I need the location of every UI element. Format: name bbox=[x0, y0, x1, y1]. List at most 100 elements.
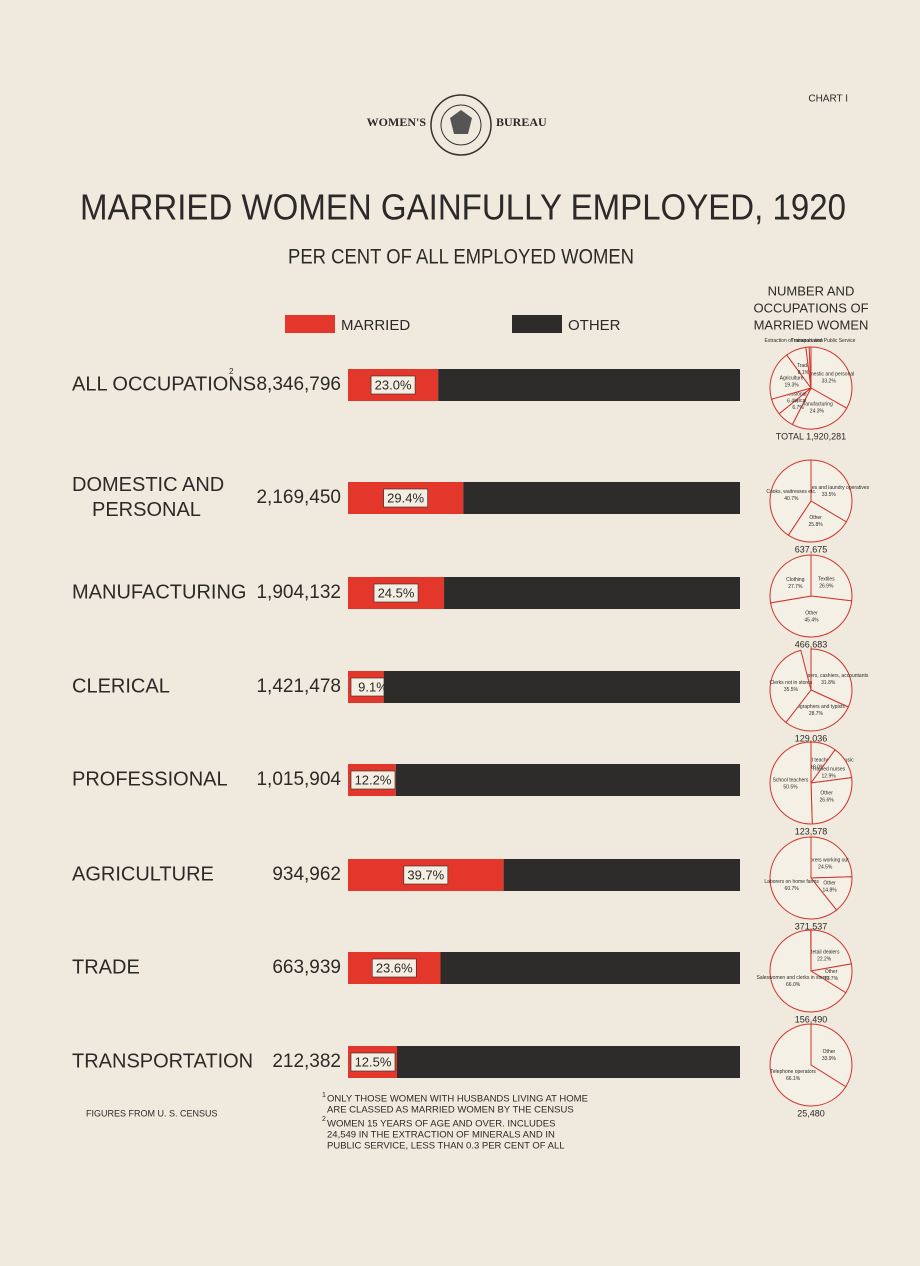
pie-slice-name: Professional bbox=[779, 392, 807, 398]
value-label: 9.1% bbox=[358, 679, 388, 694]
pie-slice bbox=[769, 554, 812, 604]
pie-slice-label: Clerical 6.7% bbox=[790, 398, 807, 411]
category-label: DOMESTIC AND PERSONAL bbox=[72, 474, 224, 521]
category-label: MANUFACTURING bbox=[72, 581, 246, 603]
pie-slice-label: Textiles 26.9% bbox=[818, 577, 835, 590]
seal-inner bbox=[440, 104, 482, 146]
header-left: WOMEN'S bbox=[367, 115, 427, 129]
pie-slice-value: 24.5% bbox=[818, 865, 833, 871]
legend-swatch bbox=[512, 315, 562, 333]
chart-subtitle: PER CENT OF ALL EMPLOYED WOMEN bbox=[288, 246, 634, 269]
pie-slice bbox=[769, 741, 813, 825]
footnote: ONLY THOSE WOMEN WITH HUSBANDS LIVING AT… bbox=[327, 1094, 588, 1105]
pie-slice-name: Cooks, waitresses etc. bbox=[766, 489, 816, 495]
footnote: PUBLIC SERVICE, LESS THAN 0.3 PER CENT O… bbox=[327, 1141, 565, 1152]
footnote: 24,549 IN THE EXTRACTION OF MINERALS AND… bbox=[327, 1130, 555, 1141]
pie-slice-label: Agriculture 19.3% bbox=[780, 376, 804, 389]
pie-slice-name: Musicians and teachers of music bbox=[781, 758, 854, 764]
value-label: 12.2% bbox=[355, 772, 392, 787]
pie-slice-value: 50.5% bbox=[783, 785, 798, 791]
source: FIGURES FROM U. S. CENSUS bbox=[86, 1108, 218, 1118]
pie-slice-name: Other bbox=[820, 791, 833, 797]
pie-slice bbox=[769, 1023, 847, 1107]
pie-slice bbox=[769, 929, 847, 1013]
pie-slice-name: Other bbox=[825, 969, 838, 975]
pie-column-title: MARRIED WOMEN bbox=[754, 317, 869, 332]
header-right: BUREAU bbox=[496, 115, 547, 129]
pie-slice-name: Agriculture bbox=[780, 376, 804, 382]
pie-slice bbox=[810, 836, 853, 879]
pie-slice-label: Trained nurses 12.9% bbox=[812, 767, 846, 780]
pie-slice-label: School teachers 50.5% bbox=[773, 778, 809, 791]
pie-slice-value: 25.8% bbox=[809, 522, 824, 528]
employed-women: 2,169,450 bbox=[256, 487, 341, 508]
pie-slice-value: 26.6% bbox=[820, 798, 835, 804]
employed-women: 8,346,796 bbox=[256, 374, 341, 395]
pie-slice-name: Transportation bbox=[791, 338, 823, 344]
pie-slice-label: Retail dealers 22.2% bbox=[809, 950, 840, 963]
pie-slice-value: 28.7% bbox=[809, 711, 824, 717]
employed-women: 663,939 bbox=[272, 957, 341, 978]
pie-slice-label: Laborers on home farms 60.7% bbox=[764, 879, 819, 892]
pie-column-title: NUMBER AND bbox=[768, 283, 855, 298]
pie-slice bbox=[810, 929, 852, 972]
footnote-mark: 2 bbox=[322, 1116, 326, 1123]
pie-slice-name: Stenographers and typists bbox=[787, 704, 846, 710]
pie-slice-name: Domestic and personal bbox=[803, 372, 854, 378]
pie-slice-value: 66.0% bbox=[786, 982, 801, 988]
pie-slice-name: School teachers bbox=[773, 778, 809, 784]
seal bbox=[430, 94, 492, 156]
employed-women: 212,382 bbox=[272, 1051, 341, 1072]
value-label-box bbox=[370, 375, 416, 395]
pie-total: 129,036 bbox=[795, 733, 828, 743]
pie-slice-value: 66.1% bbox=[786, 1076, 801, 1082]
employed-women: 1,904,132 bbox=[256, 582, 341, 603]
legend-swatch bbox=[285, 315, 335, 333]
pie-slice-value: 40.7% bbox=[784, 496, 799, 502]
pie-slice-name: Laborers working out bbox=[802, 858, 849, 864]
pie-slice-name: Clerical bbox=[790, 398, 807, 404]
pie-slice-label: Bookkeepers, cashiers, accountants 31.8% bbox=[788, 673, 869, 686]
pie-slice-value: 12.9% bbox=[822, 774, 837, 780]
employed-women: 1,015,904 bbox=[256, 769, 341, 790]
bar-segment bbox=[444, 577, 740, 609]
pie-slice-value: 35.5% bbox=[784, 687, 799, 693]
value-label-box bbox=[403, 865, 449, 885]
pie-slice-value: 22.2% bbox=[817, 957, 832, 963]
pie-slice-name: Trade bbox=[797, 363, 810, 369]
pie-slice-value: 26.9% bbox=[819, 584, 834, 590]
bar-segment bbox=[440, 952, 740, 984]
value-label: 12.5% bbox=[355, 1054, 392, 1069]
pie-slice bbox=[769, 649, 812, 724]
category-label: TRADE bbox=[72, 956, 140, 978]
chart-number: CHART I bbox=[808, 94, 848, 105]
pie-slice-name: Laundresses and laundry operatives bbox=[789, 485, 870, 491]
value-label: 23.0% bbox=[375, 377, 412, 392]
category-label: AGRICULTURE bbox=[72, 863, 214, 885]
footnote: WOMEN 15 YEARS OF AGE AND OVER. INCLUDES bbox=[327, 1119, 555, 1130]
category-label: PROFESSIONAL bbox=[72, 768, 228, 790]
pie-slice-label: Other 33.9% bbox=[822, 1049, 837, 1062]
pie-total: 637,675 bbox=[795, 544, 828, 554]
pie-slice-value: 33.5% bbox=[822, 492, 837, 498]
footnote: ARE CLASSED AS MARRIED WOMEN BY THE CENS… bbox=[327, 1105, 574, 1116]
pie-slice-name: Retail dealers bbox=[809, 950, 840, 956]
category-line: PERSONAL bbox=[92, 499, 201, 521]
pie-slice-label: Laborers working out 24.5% bbox=[802, 858, 849, 871]
pie-slice-label: Other 25.8% bbox=[809, 515, 824, 528]
pie-slice-name: Trained nurses bbox=[812, 767, 846, 773]
pie-slice-name: Other bbox=[809, 515, 822, 521]
value-label: 39.7% bbox=[407, 867, 444, 882]
pie-slice-name: Clothing bbox=[786, 577, 805, 583]
pie-slice-name: Laborers on home farms bbox=[764, 879, 819, 885]
pie-slice-value: 10.0% bbox=[810, 765, 825, 771]
pie-slice bbox=[810, 777, 853, 825]
pie-total: 466,683 bbox=[795, 639, 828, 649]
pie-slice bbox=[769, 836, 838, 920]
pie-slice-label: Manufacturing 24.3% bbox=[801, 402, 833, 415]
pie-slice-label: Transportation bbox=[791, 338, 823, 344]
legend-label: OTHER bbox=[568, 317, 621, 334]
pie-slice-label: Professional 6.4% bbox=[779, 392, 807, 405]
category-label: CLERICAL bbox=[72, 675, 170, 697]
